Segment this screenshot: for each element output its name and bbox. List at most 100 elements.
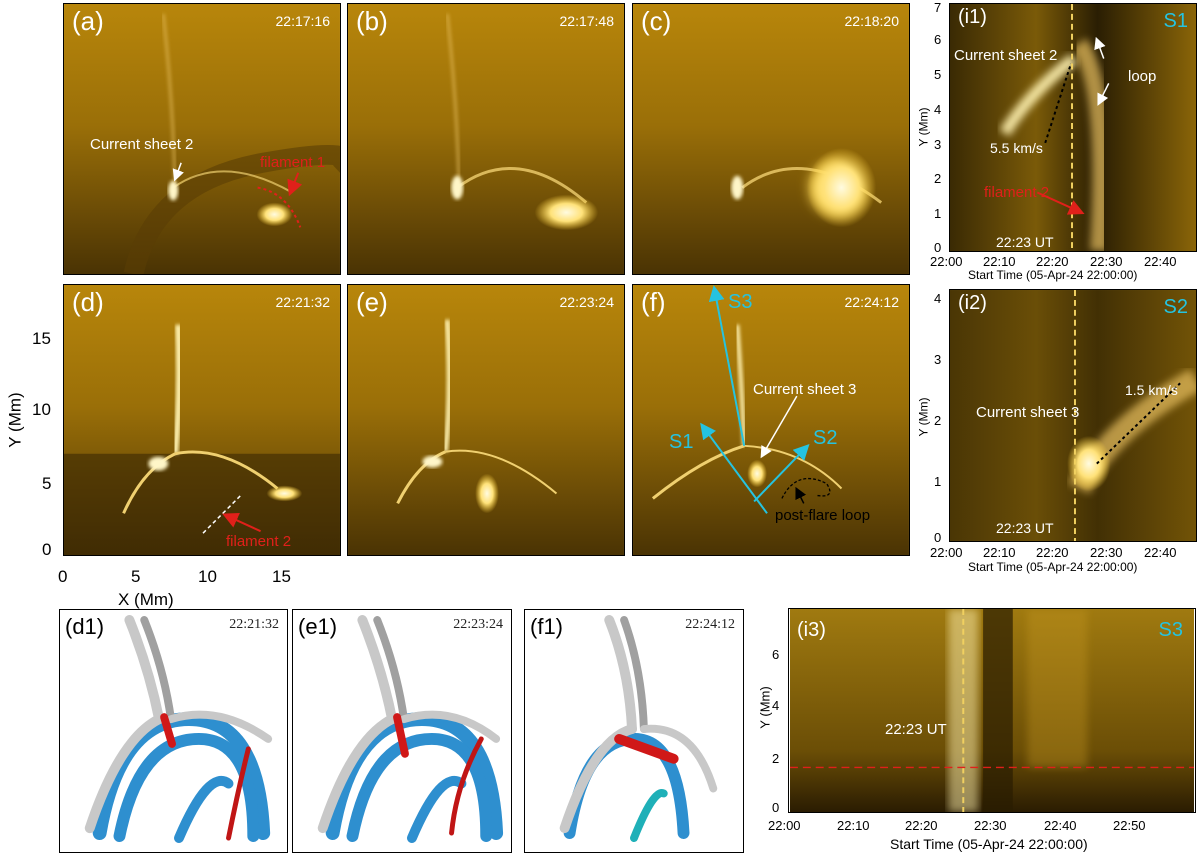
y-tick: 2 xyxy=(934,413,942,428)
panel-time: 22:17:16 xyxy=(275,13,331,29)
x-tick: 10 xyxy=(198,567,217,586)
x-tick: 22:10 xyxy=(983,545,1016,560)
current-sheet-2-label: Current sheet 2 xyxy=(954,47,1058,64)
cartoon-time: 22:24:12 xyxy=(685,617,735,632)
y-tick: 2 xyxy=(934,171,942,186)
panel-label: (f) xyxy=(641,287,666,317)
x-tick: 22:20 xyxy=(1036,254,1069,269)
y-tick: 2 xyxy=(772,751,780,766)
euv-image-f xyxy=(633,285,909,555)
slit-s2 xyxy=(753,443,810,503)
x-tick: 22:30 xyxy=(974,818,1007,833)
x-tick: 22:20 xyxy=(905,818,938,833)
panel-label: (d) xyxy=(72,287,104,317)
timeslice-image-i1 xyxy=(950,4,1196,251)
ut-marker-label: 22:23 UT xyxy=(885,721,947,738)
s3-label: S3 xyxy=(728,291,753,313)
x-tick: 22:00 xyxy=(930,545,963,560)
x-tick: 22:10 xyxy=(983,254,1016,269)
x-axis-label: X (Mm) xyxy=(118,590,174,609)
y-tick: 5 xyxy=(42,474,52,493)
euv-image-e xyxy=(348,285,624,555)
y-tick: 15 xyxy=(32,329,51,348)
timeslice-i3: (i3) S3 22:23 UT xyxy=(788,608,1196,813)
cartoon-label: (d1) xyxy=(65,614,105,639)
timeslice-label: (i3) xyxy=(797,619,826,641)
y-tick: 0 xyxy=(934,530,942,545)
y-tick: 3 xyxy=(934,352,942,367)
slit-label: S2 xyxy=(1163,296,1188,318)
x-tick: 22:10 xyxy=(837,818,870,833)
euv-image-d xyxy=(64,285,340,555)
y-tick: 0 xyxy=(772,800,780,815)
filament-2-label: filament 2 xyxy=(984,184,1050,201)
timeslice-i1: (i1) S1 Current sheet 2 loop 5.5 km/s fi… xyxy=(949,3,1197,252)
panel-time: 22:18:20 xyxy=(844,13,900,29)
x-tick: 22:00 xyxy=(930,254,963,269)
y-axis-label: Y (Mm) xyxy=(5,392,25,448)
timeslice-label: (i1) xyxy=(958,6,987,28)
slit-label: S3 xyxy=(1158,619,1183,641)
y-tick: 5 xyxy=(934,67,942,82)
cartoon-image-e1 xyxy=(317,615,504,843)
panel-label: (c) xyxy=(641,6,672,36)
current-sheet-3-label: Current sheet 3 xyxy=(976,404,1080,421)
cartoon-d1: (d1) 22:21:32 xyxy=(59,609,288,853)
panel-e: (e) 22:23:24 xyxy=(347,284,625,556)
panel-b: (b) 22:17:48 xyxy=(347,3,625,275)
cartoon-label: (e1) xyxy=(298,614,338,639)
panel-label: (a) xyxy=(72,6,104,36)
y-tick: 4 xyxy=(934,102,942,117)
y-tick: 1 xyxy=(934,206,942,221)
x-tick: 22:30 xyxy=(1090,254,1123,269)
y-tick: 0 xyxy=(934,240,942,255)
timeslice-image-i2 xyxy=(950,290,1196,541)
x-axis-label: Start Time (05-Apr-24 22:00:00) xyxy=(968,560,1138,574)
euv-image-c xyxy=(633,4,909,274)
euv-image-a xyxy=(64,4,340,274)
y-tick: 0 xyxy=(42,540,52,559)
cartoon-time: 22:23:24 xyxy=(453,617,503,632)
speed-label: 5.5 km/s xyxy=(990,140,1043,156)
s1-label: S1 xyxy=(669,431,694,453)
slit-s3 xyxy=(708,285,746,446)
y-tick: 6 xyxy=(772,647,780,662)
timeslice-i2: (i2) S2 1.5 km/s Current sheet 3 22:23 U… xyxy=(949,289,1197,542)
x-tick: 22:40 xyxy=(1144,254,1177,269)
x-tick: 22:30 xyxy=(1090,545,1123,560)
y-tick: 7 xyxy=(934,0,942,15)
x-axis-label: Start Time (05-Apr-24 22:00:00) xyxy=(890,836,1088,852)
x-tick: 22:50 xyxy=(1113,818,1146,833)
euv-image-b xyxy=(348,4,624,274)
current-sheet-3-label: Current sheet 3 xyxy=(753,381,857,398)
panel-time: 22:23:24 xyxy=(559,294,615,310)
speed-label: 1.5 km/s xyxy=(1125,382,1178,398)
cartoon-time: 22:21:32 xyxy=(229,617,279,632)
cartoon-f1: (f1) 22:24:12 xyxy=(524,609,744,853)
y-tick: 1 xyxy=(934,474,942,489)
slit-label: S1 xyxy=(1163,10,1188,32)
panel-d: (d) 22:21:32 filament 2 xyxy=(63,284,341,556)
filament-1-label: filament 1 xyxy=(260,154,326,171)
cartoon-label: (f1) xyxy=(530,614,563,639)
x-tick: 22:40 xyxy=(1144,545,1177,560)
x-axis-label: Start Time (05-Apr-24 22:00:00) xyxy=(968,268,1138,282)
filament-2-label: filament 2 xyxy=(226,533,292,550)
current-sheet-2-label: Current sheet 2 xyxy=(90,136,194,153)
y-tick: 4 xyxy=(772,698,780,713)
x-tick: 0 xyxy=(58,567,68,586)
panel-c: (c) 22:18:20 xyxy=(632,3,910,275)
y-tick: 3 xyxy=(934,137,942,152)
ut-marker-label: 22:23 UT xyxy=(996,234,1054,250)
cartoon-image-d1 xyxy=(84,615,273,844)
y-tick: 4 xyxy=(934,291,942,306)
post-flare-loop-label: post-flare loop xyxy=(775,507,871,524)
loop-label: loop xyxy=(1128,68,1157,85)
ut-marker-label: 22:23 UT xyxy=(996,520,1054,536)
panel-label: (b) xyxy=(356,6,388,36)
y-axis-label: Y (Mm) xyxy=(916,107,931,147)
timeslice-image-i3 xyxy=(789,609,1195,812)
y-axis-label: Y (Mm) xyxy=(757,686,773,729)
y-axis-label: Y (Mm) xyxy=(916,397,931,437)
x-tick: 5 xyxy=(131,567,141,586)
